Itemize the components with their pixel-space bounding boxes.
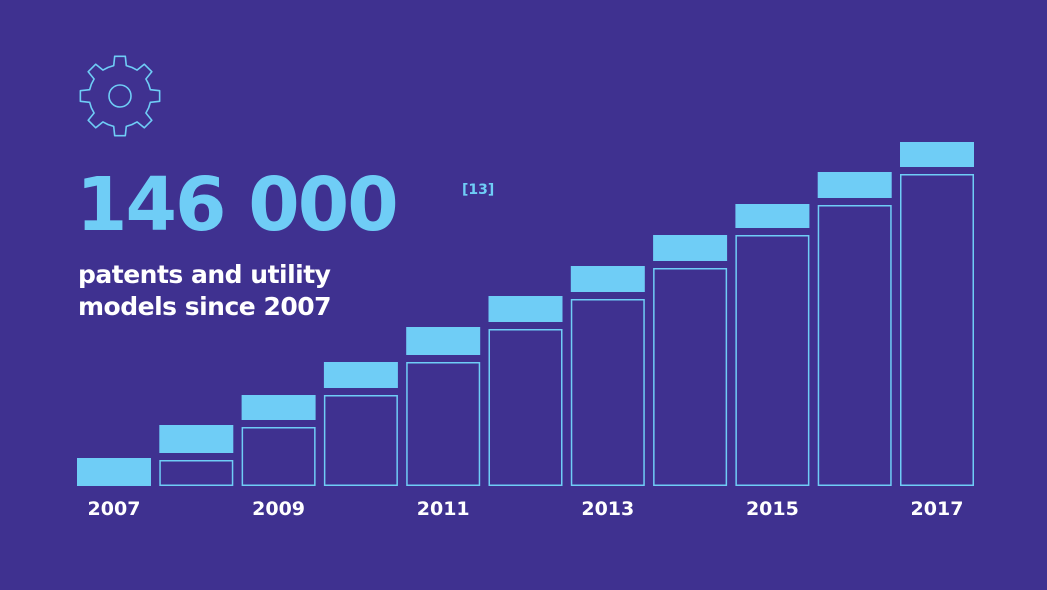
bar-outline-2015 xyxy=(735,235,810,486)
bar-increment-2013 xyxy=(570,266,645,292)
bar-increment-2009 xyxy=(241,395,316,420)
bar-increment-2017 xyxy=(900,142,974,167)
bar-outline-2012 xyxy=(488,329,563,486)
bar-outline-2014 xyxy=(653,268,728,486)
headline-value: 146 000 xyxy=(76,162,399,248)
x-tick-label-2015: 2015 xyxy=(746,498,799,520)
bar-increment-2008 xyxy=(159,425,234,453)
bar-increment-2010 xyxy=(323,362,398,388)
bar-increment-2012 xyxy=(488,296,563,322)
x-tick-label-2017: 2017 xyxy=(911,498,964,520)
headline-subtitle: patents and utility models since 2007 xyxy=(78,260,332,321)
bar-outline-2008 xyxy=(159,460,234,486)
bar-outline-2009 xyxy=(241,427,316,486)
x-tick-label-2009: 2009 xyxy=(252,498,305,520)
bar-outline-2017 xyxy=(900,174,974,486)
x-tick-label-2007: 2007 xyxy=(88,498,141,520)
bar-outline-2011 xyxy=(406,362,481,486)
bar-outline-2013 xyxy=(570,299,645,486)
bar-increment-2016 xyxy=(817,172,892,198)
x-tick-label-2011: 2011 xyxy=(417,498,470,520)
bar-outline-2010 xyxy=(323,395,398,486)
footnote-reference: [13] xyxy=(462,182,495,198)
bar-increment-2014 xyxy=(653,235,728,261)
bar-increment-2007 xyxy=(77,458,151,486)
bar-outline-2016 xyxy=(817,205,892,486)
bar-increment-2011 xyxy=(406,327,481,355)
x-tick-label-2013: 2013 xyxy=(581,498,634,520)
gear-icon xyxy=(79,55,161,137)
bar-increment-2015 xyxy=(735,204,810,228)
